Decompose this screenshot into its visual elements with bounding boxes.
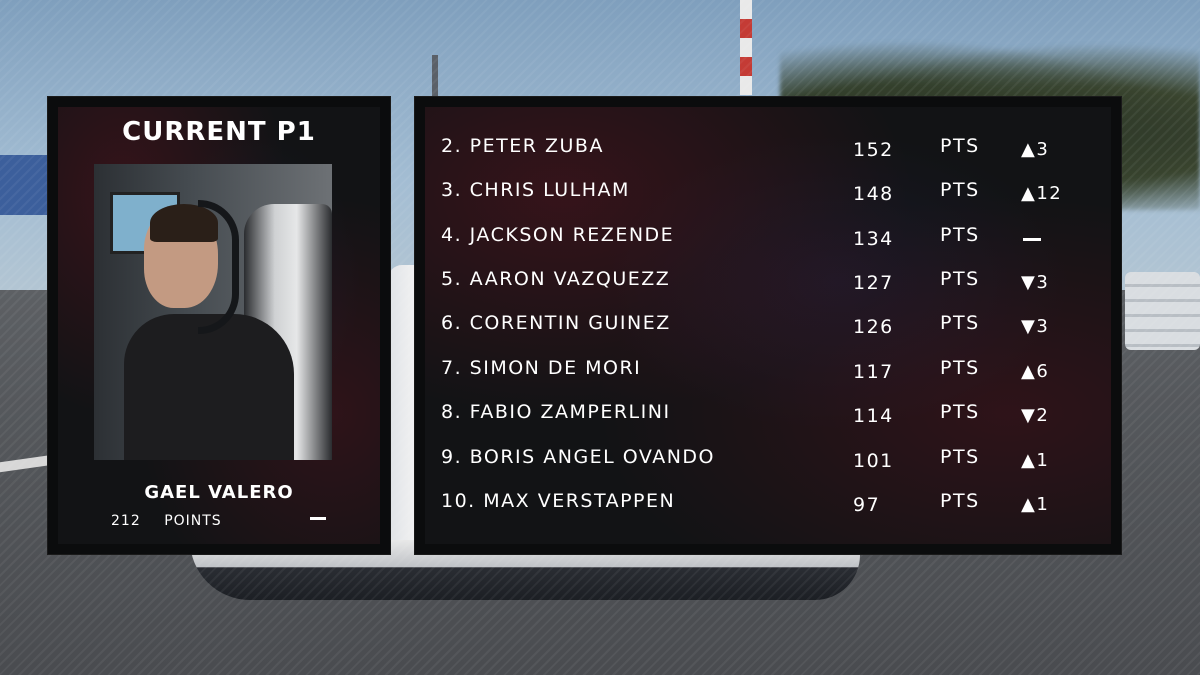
driver-body — [124, 314, 294, 460]
driver-name: 4. JACKSON REZENDE — [441, 224, 675, 246]
points-unit: PTS — [940, 357, 980, 379]
standings-row: 6. CORENTIN GUINEZ 126 PTS ▼3 — [415, 312, 1121, 342]
driver-points: 97 — [853, 494, 881, 516]
driver-points: 126 — [853, 316, 894, 338]
position-change: ▼2 — [1021, 405, 1050, 426]
driver-name: 3. CHRIS LULHAM — [441, 179, 630, 201]
position-change: ▲3 — [1021, 139, 1050, 160]
driver-points: 117 — [853, 361, 894, 383]
driver-name: 10. MAX VERSTAPPEN — [441, 490, 676, 512]
standings-row: 2. PETER ZUBA 152 PTS ▲3 — [415, 135, 1121, 165]
standings-row: 7. SIMON DE MORI 117 PTS ▲6 — [415, 357, 1121, 387]
position-change: ▲1 — [1021, 494, 1050, 515]
standings-row: 5. AARON VAZQUEZZ 127 PTS ▼3 — [415, 268, 1121, 298]
p1-driver-name: GAEL VALERO — [144, 482, 294, 503]
position-change: ▼3 — [1021, 316, 1050, 337]
driver-name: 2. PETER ZUBA — [441, 135, 604, 157]
driver-name: 6. CORENTIN GUINEZ — [441, 312, 671, 334]
position-change: ▲6 — [1021, 361, 1050, 382]
standings-row: 3. CHRIS LULHAM 148 PTS ▲12 — [415, 179, 1121, 209]
driver-points: 152 — [853, 139, 894, 161]
standings-row: 4. JACKSON REZENDE 134 PTS — [415, 224, 1121, 254]
standings-panel: 2. PETER ZUBA 152 PTS ▲3 3. CHRIS LULHAM… — [414, 96, 1122, 555]
standings-row: 8. FABIO ZAMPERLINI 114 PTS ▼2 — [415, 401, 1121, 431]
position-change: ▲12 — [1021, 183, 1063, 204]
current-p1-card: CURRENT P1 GAEL VALERO 212 POINTS — [47, 96, 391, 555]
driver-name: 5. AARON VAZQUEZZ — [441, 268, 671, 290]
driver-name: 8. FABIO ZAMPERLINI — [441, 401, 671, 423]
standings-row: 10. MAX VERSTAPPEN 97 PTS ▲1 — [415, 490, 1121, 520]
points-unit: PTS — [940, 446, 980, 468]
driver-points: 134 — [853, 228, 894, 250]
p1-points: 212 POINTS — [111, 513, 222, 529]
points-unit: PTS — [940, 312, 980, 334]
driver-points: 114 — [853, 405, 894, 427]
points-unit: PTS — [940, 401, 980, 423]
points-unit: PTS — [940, 179, 980, 201]
headset-icon — [198, 200, 239, 334]
standings-row: 9. BORIS ANGEL OVANDO 101 PTS ▲1 — [415, 446, 1121, 476]
position-change: ▲1 — [1021, 450, 1050, 471]
position-change: ▼3 — [1021, 272, 1050, 293]
car-nose — [388, 265, 418, 555]
driver-photo — [94, 164, 332, 460]
points-unit: PTS — [940, 490, 980, 512]
blue-barrier — [0, 155, 48, 215]
points-unit: PTS — [940, 224, 980, 246]
p1-points-value: 212 — [111, 513, 141, 529]
driver-points: 101 — [853, 450, 894, 472]
points-unit: PTS — [940, 268, 980, 290]
p1-points-label: POINTS — [164, 513, 222, 529]
striped-pole — [740, 0, 752, 95]
current-p1-title: CURRENT P1 — [122, 117, 316, 147]
no-change-dash-icon — [1023, 238, 1041, 241]
no-change-dash-icon — [310, 517, 326, 520]
driver-points: 148 — [853, 183, 894, 205]
points-unit: PTS — [940, 135, 980, 157]
driver-points: 127 — [853, 272, 894, 294]
driver-name: 7. SIMON DE MORI — [441, 357, 642, 379]
light-pole — [432, 55, 438, 100]
driver-name: 9. BORIS ANGEL OVANDO — [441, 446, 715, 468]
tire-barrier — [1125, 272, 1200, 350]
